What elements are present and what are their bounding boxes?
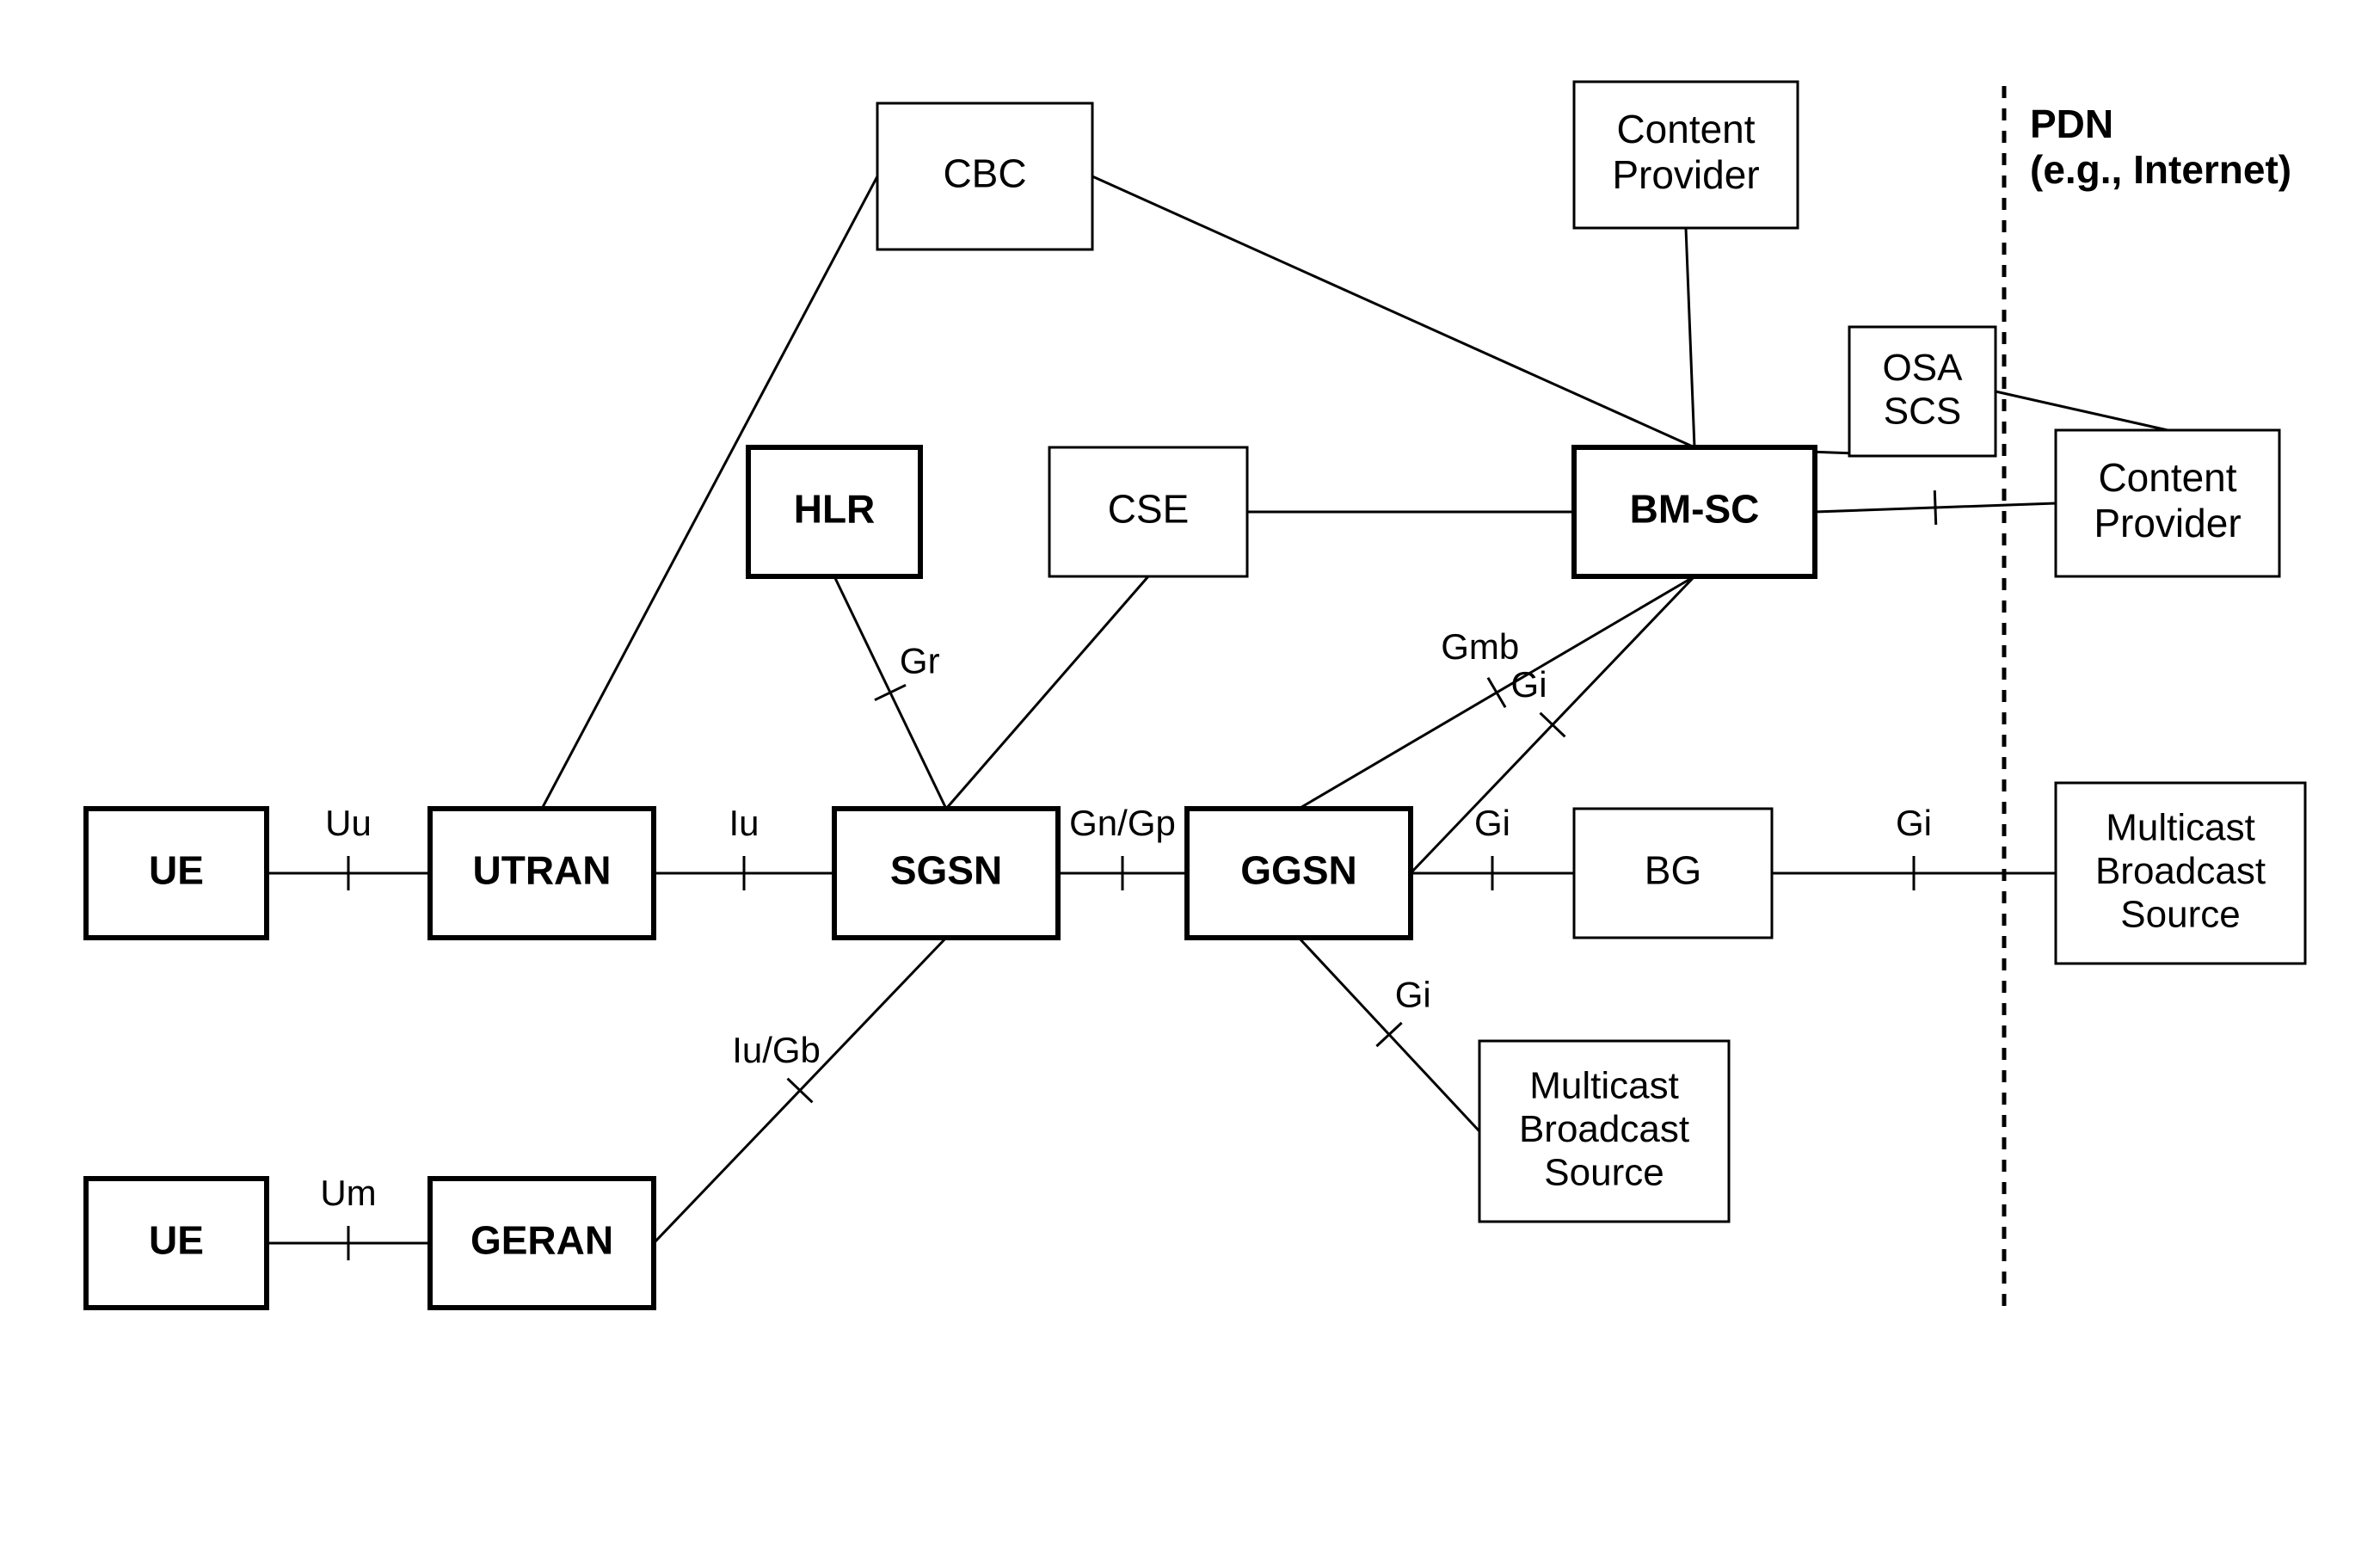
node-bg: BG [1574,809,1772,938]
node-label-utran: UTRAN [473,848,612,893]
edge-label-bg-mbs2: Gi [1896,803,1932,843]
node-label-hlr: HLR [794,487,876,532]
edge-label-ggsn-mbs1: Gi [1395,975,1431,1015]
edge-tick-hlr-sgsn [875,685,906,699]
node-cse: CSE [1049,447,1247,576]
edge-label-ue2-geran: Um [320,1173,376,1213]
edge-cp1-bmsc [1686,228,1694,447]
edge-label-ggsn-bmsc: Gi [1511,664,1547,705]
node-label-bmsc: BM-SC [1630,487,1760,532]
node-label-ggsn: GGSN [1240,848,1356,893]
node-label-ue2: UE [149,1218,204,1263]
node-ggsn: GGSN [1187,809,1411,938]
node-cp2: ContentProvider [2056,430,2279,576]
edge-label-utran-sgsn: Iu [729,803,759,843]
node-label-cse: CSE [1108,487,1190,532]
top-layer: PDN(e.g., Internet) [2004,86,2291,1308]
node-label-mbs2: MulticastBroadcastSource [2095,807,2266,936]
node-label-bg: BG [1645,848,1701,893]
pdn-boundary-label: PDN(e.g., Internet) [2030,102,2291,192]
node-utran: UTRAN [430,809,654,938]
node-bmsc: BM-SC [1574,447,1815,576]
node-label-ue1: UE [149,848,204,893]
edge-tick-bmsc-cp2 [1934,490,1935,525]
node-label-cp2: ContentProvider [2094,455,2241,545]
node-sgsn: SGSN [834,809,1058,938]
nodes-layer: UE UE UTRAN GERAN SGSN GGSN HLR CSE CBC BM-SC BG Co… [86,82,2305,1308]
node-geran: GERAN [430,1179,654,1308]
node-label-cp1: ContentProvider [1612,107,1759,197]
edge-label-sgsn-ggsn: Gn/Gp [1069,803,1176,843]
node-ue2: UE [86,1179,267,1308]
node-cbc: CBC [877,103,1092,249]
node-mbs2: MulticastBroadcastSource [2056,783,2305,964]
node-label-cbc: CBC [943,151,1026,196]
edge-label-geran-sgsn: Iu/Gb [732,1030,821,1070]
node-ue1: UE [86,809,267,938]
edge-cse-sgsn [946,576,1148,809]
node-label-geran: GERAN [470,1218,613,1263]
node-label-sgsn: SGSN [890,848,1002,893]
edge-label-hlr-sgsn: Gr [900,641,940,681]
node-label-mbs1: MulticastBroadcastSource [1519,1065,1689,1194]
edge-osascs-cp2 [1996,391,2168,430]
edge-label-ue1-utran: Uu [325,803,372,843]
node-osascs: OSASCS [1849,327,1996,456]
edge-label-ggsn-bmsc: Gmb [1441,626,1519,667]
node-cp1: ContentProvider [1574,82,1798,228]
node-mbs1: MulticastBroadcastSource [1479,1041,1729,1222]
edge-label-ggsn-bg: Gi [1474,803,1510,843]
node-label-osascs: OSASCS [1883,347,1964,433]
node-hlr: HLR [748,447,920,576]
edge-tick-ggsn-bmsc [1488,678,1505,707]
network-diagram: UuUmIuGn/GpGiGiIu/GbGrGmbGiGiUEUEUTRANGE… [0,0,2380,1558]
